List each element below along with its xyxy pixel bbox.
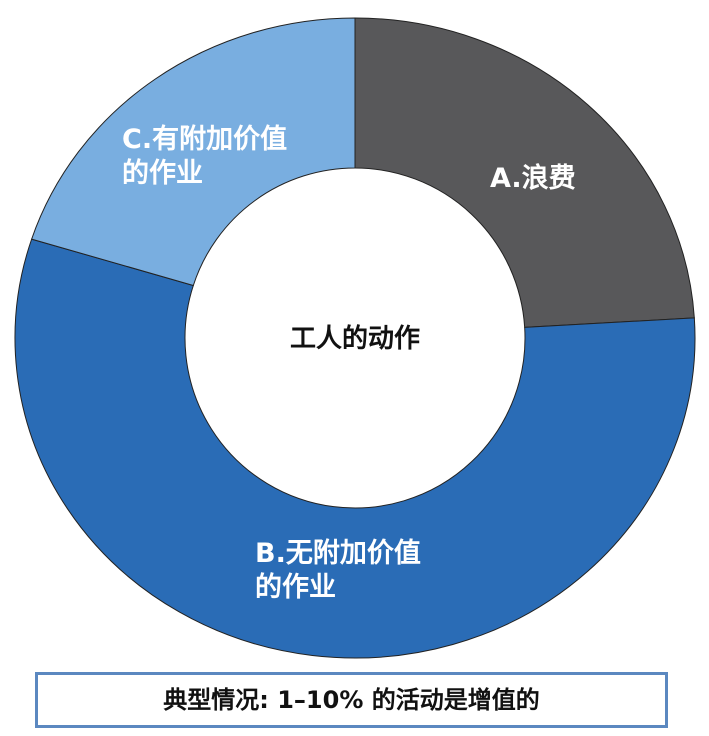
slice-c bbox=[30, 17, 356, 287]
slice-a bbox=[354, 17, 695, 328]
slice-b bbox=[14, 238, 696, 659]
label-c: C.有附加价值 的作业 bbox=[122, 124, 288, 189]
center-label: 工人的动作 bbox=[289, 324, 420, 354]
label-b: B.无附加价值 的作业 bbox=[255, 538, 421, 603]
caption-box: 典型情况: 1–10% 的活动是增值的 bbox=[35, 672, 668, 728]
label-a: A.浪费 bbox=[490, 163, 576, 194]
